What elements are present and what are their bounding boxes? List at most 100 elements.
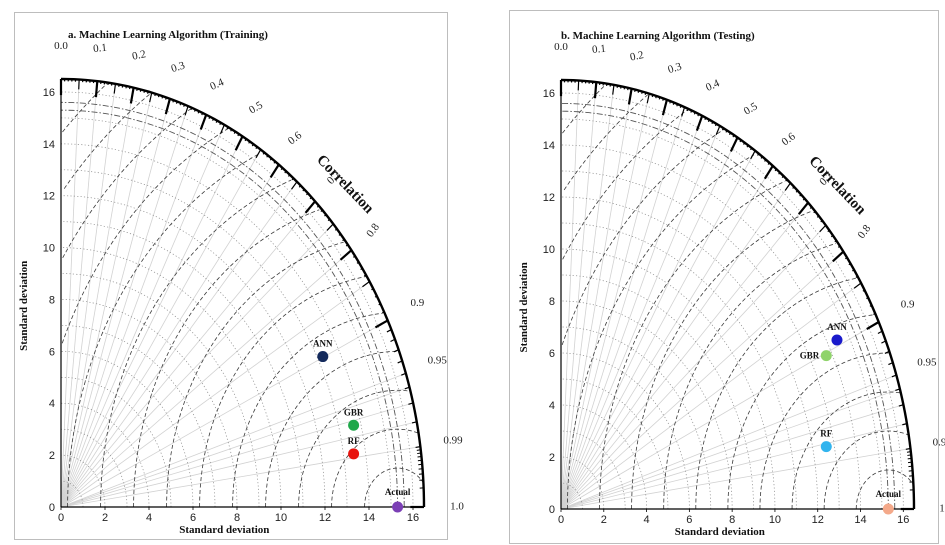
correlation-tick	[209, 117, 210, 119]
x-axis-title: Standard deviation	[179, 524, 269, 536]
rmsd-contour	[266, 351, 398, 507]
correlation-tick	[694, 112, 695, 114]
correlation-tick-label: 0.9	[901, 299, 915, 311]
correlation-tick-label: 1.0	[450, 501, 464, 513]
correlation-ray	[61, 447, 420, 507]
correlation-tick-label: 0.4	[208, 76, 226, 93]
taylor-panel-testing: b. Machine Learning Algorithm (Testing) …	[509, 10, 939, 544]
std-arc	[61, 196, 325, 507]
correlation-tick-label: 0.99	[443, 435, 463, 447]
rmsd-contour	[64, 94, 150, 189]
correlation-tick	[195, 109, 196, 111]
point-actual	[392, 502, 403, 513]
correlation-tick	[751, 151, 755, 159]
correlation-tick	[659, 97, 660, 99]
correlation-tick-label: 0.1	[93, 42, 108, 55]
grid-layer	[561, 81, 913, 509]
correlation-tick	[726, 130, 727, 132]
rmsd-contour	[63, 109, 191, 258]
x-tick-label: 6	[190, 512, 196, 524]
axes-frame	[61, 79, 424, 507]
y-tick-label: 12	[43, 191, 55, 203]
correlation-ray	[61, 422, 417, 507]
rmsd-contour	[563, 110, 687, 259]
reference-std-arc	[561, 103, 895, 509]
x-tick-label: 10	[275, 512, 287, 524]
correlation-ray	[561, 283, 861, 509]
correlation-tick	[416, 447, 421, 448]
correlation-tick	[271, 165, 279, 178]
y-tick-label: 8	[549, 296, 555, 308]
correlation-ray	[61, 106, 188, 507]
point-label-ann: ANN	[313, 339, 333, 349]
std-arc	[61, 274, 259, 507]
correlation-tick-label: 0.3	[170, 59, 187, 75]
correlation-tick-label: 0.0	[54, 40, 68, 52]
correlation-tick	[730, 133, 731, 135]
x-tick-label: 0	[58, 512, 64, 524]
correlation-tick	[656, 96, 657, 98]
correlation-axis-arc	[61, 79, 424, 507]
correlation-ray	[561, 107, 685, 509]
correlation-axis-arc	[561, 80, 914, 509]
std-arc	[61, 144, 369, 507]
correlation-tick	[155, 94, 156, 96]
correlation-tick	[417, 450, 421, 451]
correlation-ray	[61, 320, 388, 507]
x-tick-label: 2	[102, 512, 108, 524]
correlation-tick-label: 0.5	[742, 100, 760, 118]
point-gbr	[348, 420, 359, 431]
y-axis-title: Standard deviation	[518, 262, 530, 352]
point-gbr	[821, 350, 832, 361]
point-rf	[821, 441, 832, 452]
correlation-tick-label: 0.95	[428, 355, 448, 367]
correlation-tick	[185, 106, 188, 115]
correlation-tick	[908, 462, 912, 463]
std-arc	[561, 275, 754, 509]
x-tick-label: 8	[234, 512, 240, 524]
rmsd-contour	[62, 84, 106, 132]
correlation-tick	[906, 448, 911, 449]
correlation-tick	[765, 166, 773, 179]
y-tick-label: 2	[49, 450, 55, 462]
x-axis-title: Standard deviation	[675, 526, 765, 538]
correlation-tick	[231, 129, 232, 131]
point-ann	[317, 351, 328, 362]
point-label-gbr: GBR	[344, 407, 364, 417]
point-label-rf: RF	[820, 429, 832, 439]
correlation-tick	[652, 95, 653, 97]
correlation-ray	[561, 252, 843, 509]
point-label-ann: ANN	[827, 322, 847, 332]
correlation-tick	[150, 93, 152, 103]
correlation-ray	[61, 165, 279, 507]
correlation-ray	[561, 389, 900, 509]
correlation-ray	[561, 166, 773, 509]
correlation-ray	[61, 88, 134, 507]
x-tick-label: 16	[407, 512, 419, 524]
x-tick-label: 6	[686, 514, 692, 526]
correlation-tick	[698, 114, 699, 116]
taylor-diagram-testing: 0.00.10.20.30.40.50.60.70.80.90.950.991.…	[510, 11, 940, 545]
rmsd-contour	[564, 95, 647, 190]
correlation-ray	[61, 80, 79, 507]
correlation-ray	[61, 99, 170, 507]
correlation-tick	[180, 103, 181, 105]
y-tick-label: 14	[43, 139, 55, 151]
std-arc	[61, 222, 303, 507]
correlation-tick-label: 0.5	[247, 99, 265, 117]
correlation-tick	[854, 283, 861, 288]
correlation-tick	[663, 98, 664, 100]
y-tick-label: 4	[49, 398, 55, 410]
correlation-ray	[561, 448, 910, 509]
correlation-tick-label: 0.1	[591, 43, 606, 56]
correlation-tick	[173, 100, 174, 102]
correlation-tick	[785, 183, 790, 191]
correlation-tick	[158, 95, 159, 97]
correlation-tick	[733, 135, 734, 137]
correlation-tick	[595, 82, 596, 98]
correlation-tick	[256, 150, 261, 158]
correlation-ray	[561, 225, 826, 509]
